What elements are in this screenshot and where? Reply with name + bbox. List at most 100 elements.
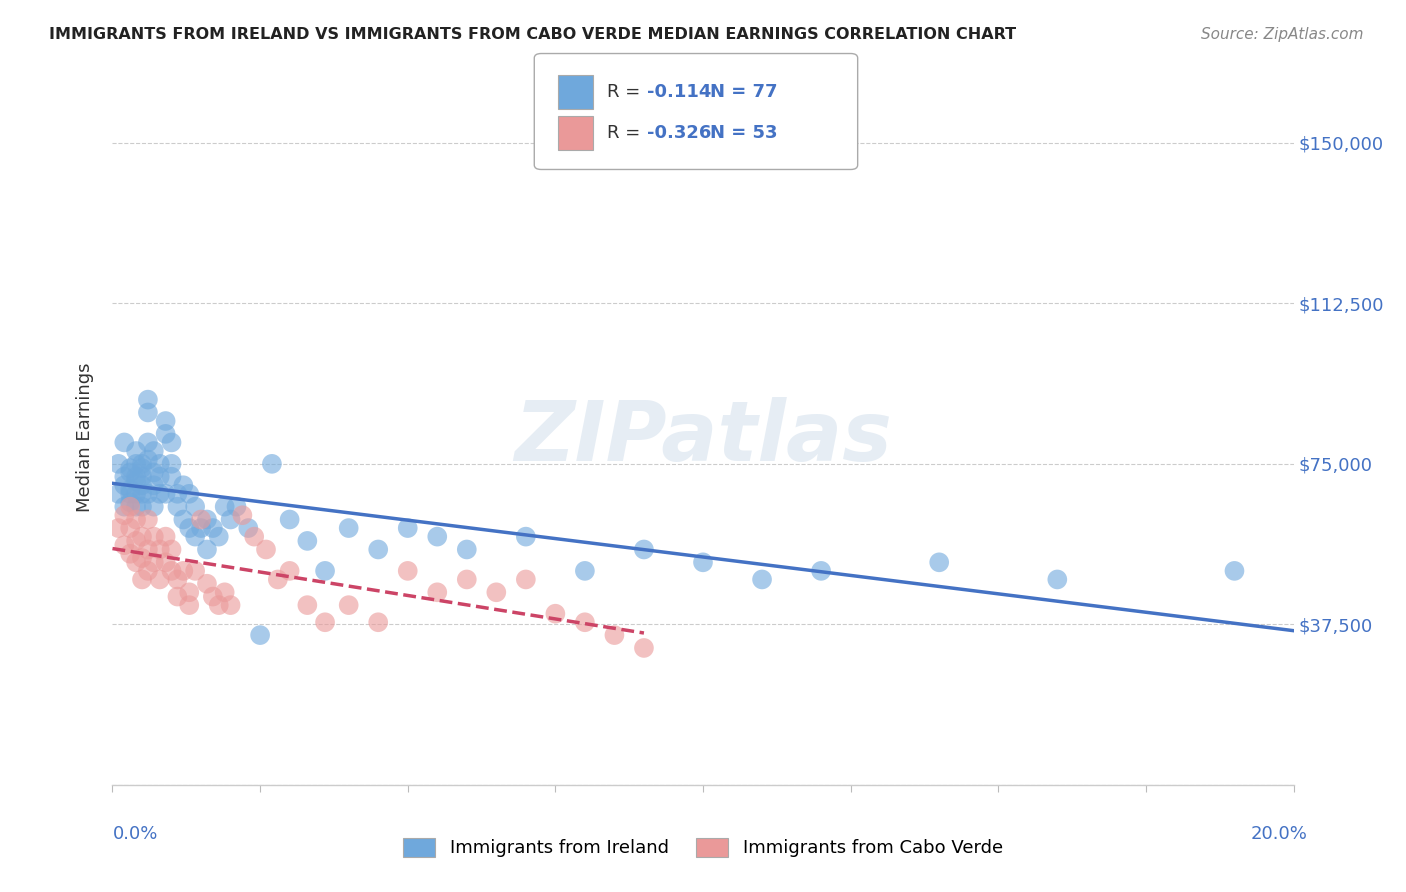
Point — [184, 530, 207, 544]
Point — [131, 469, 153, 483]
Point — [142, 555, 165, 569]
Point — [149, 573, 172, 587]
Point — [208, 530, 231, 544]
Point — [112, 435, 135, 450]
Point — [120, 487, 142, 501]
Point — [219, 598, 242, 612]
Point — [243, 530, 266, 544]
Point — [166, 500, 188, 514]
Point — [314, 615, 336, 630]
Text: R =: R = — [607, 124, 647, 142]
Point — [125, 457, 148, 471]
Point — [112, 538, 135, 552]
Point — [142, 500, 165, 514]
Point — [149, 469, 172, 483]
Point — [149, 542, 172, 557]
Point — [810, 564, 832, 578]
Point — [426, 530, 449, 544]
Point — [195, 576, 218, 591]
Point — [184, 564, 207, 578]
Point — [155, 555, 177, 569]
Point — [142, 478, 165, 492]
Point — [155, 530, 177, 544]
Point — [112, 478, 135, 492]
Point — [367, 542, 389, 557]
Point — [125, 444, 148, 458]
Point — [456, 573, 478, 587]
Point — [160, 435, 183, 450]
Text: IMMIGRANTS FROM IRELAND VS IMMIGRANTS FROM CABO VERDE MEDIAN EARNINGS CORRELATIO: IMMIGRANTS FROM IRELAND VS IMMIGRANTS FR… — [49, 27, 1017, 42]
Point — [155, 414, 177, 428]
Point — [337, 598, 360, 612]
Point — [225, 500, 247, 514]
Point — [1046, 573, 1069, 587]
Point — [214, 585, 236, 599]
Text: N = 53: N = 53 — [710, 124, 778, 142]
Point — [136, 542, 159, 557]
Point — [120, 495, 142, 509]
Point — [172, 512, 194, 526]
Point — [125, 533, 148, 548]
Text: 20.0%: 20.0% — [1251, 825, 1308, 843]
Point — [396, 564, 419, 578]
Point — [544, 607, 567, 621]
Point — [125, 512, 148, 526]
Point — [112, 500, 135, 514]
Point — [278, 512, 301, 526]
Point — [149, 457, 172, 471]
Point — [254, 542, 277, 557]
Point — [120, 483, 142, 497]
Point — [574, 615, 596, 630]
Point — [195, 512, 218, 526]
Point — [1223, 564, 1246, 578]
Point — [120, 521, 142, 535]
Point — [160, 469, 183, 483]
Text: ZIPatlas: ZIPatlas — [515, 397, 891, 477]
Point — [190, 521, 212, 535]
Point — [238, 521, 260, 535]
Point — [928, 555, 950, 569]
Point — [149, 487, 172, 501]
Point — [201, 590, 224, 604]
Point — [172, 478, 194, 492]
Point — [112, 508, 135, 523]
Point — [125, 555, 148, 569]
Point — [633, 542, 655, 557]
Point — [179, 521, 201, 535]
Point — [249, 628, 271, 642]
Text: N = 77: N = 77 — [710, 83, 778, 101]
Point — [142, 466, 165, 480]
Point — [166, 590, 188, 604]
Point — [172, 564, 194, 578]
Point — [219, 512, 242, 526]
Point — [278, 564, 301, 578]
Point — [125, 487, 148, 501]
Point — [515, 573, 537, 587]
Point — [131, 500, 153, 514]
Point — [603, 628, 626, 642]
Point — [131, 530, 153, 544]
Point — [107, 457, 129, 471]
Point — [166, 573, 188, 587]
Point — [260, 457, 283, 471]
Point — [155, 426, 177, 441]
Point — [456, 542, 478, 557]
Point — [190, 512, 212, 526]
Point — [574, 564, 596, 578]
Point — [107, 487, 129, 501]
Point — [120, 466, 142, 480]
Point — [120, 500, 142, 514]
Point — [267, 573, 290, 587]
Point — [136, 452, 159, 467]
Point — [131, 573, 153, 587]
Point — [160, 542, 183, 557]
Point — [692, 555, 714, 569]
Legend: Immigrants from Ireland, Immigrants from Cabo Verde: Immigrants from Ireland, Immigrants from… — [394, 829, 1012, 866]
Point — [125, 469, 148, 483]
Point — [195, 542, 218, 557]
Point — [515, 530, 537, 544]
Point — [160, 457, 183, 471]
Point — [125, 474, 148, 488]
Text: Source: ZipAtlas.com: Source: ZipAtlas.com — [1201, 27, 1364, 42]
Point — [136, 405, 159, 419]
